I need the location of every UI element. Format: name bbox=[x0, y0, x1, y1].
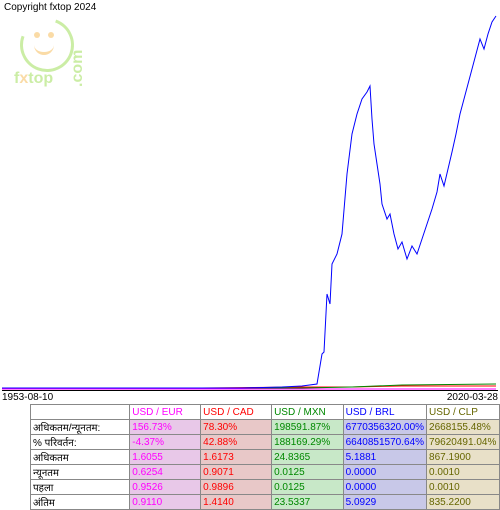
x-axis-end-label: 2020-03-28 bbox=[447, 392, 498, 403]
data-cell: 0.0010 bbox=[427, 480, 500, 495]
data-cell: 2668155.48% bbox=[427, 420, 500, 435]
data-cell: -4.37% bbox=[130, 435, 201, 450]
data-cell: 6640851570.64% bbox=[343, 435, 426, 450]
data-cell: 0.9071 bbox=[201, 465, 272, 480]
row-label: अधिकतम bbox=[31, 450, 130, 465]
row-label: न्यूनतम bbox=[31, 465, 130, 480]
pair-header: USD / EUR bbox=[130, 405, 201, 420]
data-cell: 156.73% bbox=[130, 420, 201, 435]
data-cell: 1.6055 bbox=[130, 450, 201, 465]
main-series-line bbox=[2, 16, 496, 388]
data-cell: 24.8365 bbox=[272, 450, 344, 465]
data-cell: 0.9896 bbox=[201, 480, 272, 495]
pair-header: USD / CLP bbox=[427, 405, 500, 420]
row-label: अंतिम bbox=[31, 495, 130, 510]
data-cell: 0.0010 bbox=[427, 465, 500, 480]
data-cell: 79620491.04% bbox=[427, 435, 500, 450]
data-cell: 198591.87% bbox=[272, 420, 344, 435]
row-label: पहला bbox=[31, 480, 130, 495]
data-cell: 0.9110 bbox=[130, 495, 201, 510]
data-cell: 1.4140 bbox=[201, 495, 272, 510]
data-cell: 867.1900 bbox=[427, 450, 500, 465]
data-cell: 0.0000 bbox=[343, 465, 426, 480]
pair-header: USD / CAD bbox=[201, 405, 272, 420]
pair-header: USD / MXN bbox=[272, 405, 344, 420]
data-cell: 6770356320.00% bbox=[343, 420, 426, 435]
currency-chart bbox=[2, 14, 498, 391]
data-cell: 0.0000 bbox=[343, 480, 426, 495]
row-label: % परिवर्तन: bbox=[31, 435, 130, 450]
table-corner bbox=[31, 405, 130, 420]
pair-header: USD / BRL bbox=[343, 405, 426, 420]
data-cell: 5.1881 bbox=[343, 450, 426, 465]
data-cell: 835.2200 bbox=[427, 495, 500, 510]
chart-svg bbox=[2, 14, 498, 390]
data-cell: 188169.29% bbox=[272, 435, 344, 450]
x-axis-start-label: 1953-08-10 bbox=[2, 392, 53, 403]
data-cell: 0.6254 bbox=[130, 465, 201, 480]
currency-data-table: USD / EURUSD / CADUSD / MXNUSD / BRLUSD … bbox=[30, 404, 500, 510]
data-cell: 1.6173 bbox=[201, 450, 272, 465]
data-cell: 78.30% bbox=[201, 420, 272, 435]
data-cell: 0.0125 bbox=[272, 465, 344, 480]
data-cell: 5.0929 bbox=[343, 495, 426, 510]
data-cell: 23.5337 bbox=[272, 495, 344, 510]
copyright-text: Copyright fxtop 2024 bbox=[4, 2, 96, 13]
row-label: अधिकतम/न्यूनतम: bbox=[31, 420, 130, 435]
data-cell: 0.0125 bbox=[272, 480, 344, 495]
data-cell: 42.88% bbox=[201, 435, 272, 450]
data-cell: 0.9526 bbox=[130, 480, 201, 495]
